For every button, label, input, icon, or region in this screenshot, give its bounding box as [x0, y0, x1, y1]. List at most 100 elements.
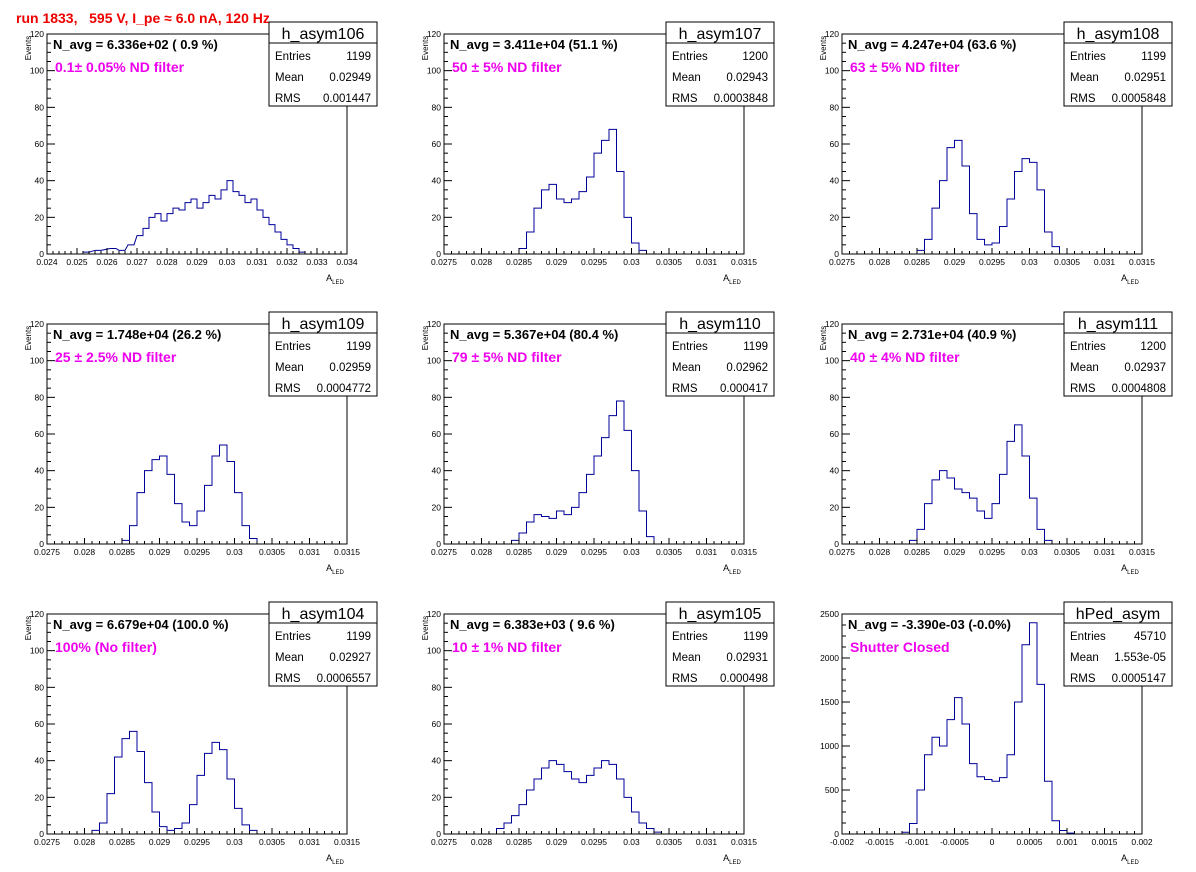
x-tick-label: 0.032 — [276, 257, 298, 267]
histogram-name: h_asym107 — [679, 26, 762, 43]
stats-label: Entries — [275, 51, 311, 63]
histogram-bin — [299, 252, 305, 254]
filter-note: 63 ± 5% ND filter — [850, 59, 960, 75]
x-tick-label: 0.031 — [1094, 547, 1116, 557]
y-tick-label: 20 — [35, 502, 45, 512]
histogram-bin — [947, 148, 955, 254]
x-tick-label: 0.0315 — [1129, 257, 1155, 267]
x-tick-label: 0.029 — [149, 837, 171, 847]
histogram-bin — [155, 214, 161, 254]
stats-value: 0.001447 — [323, 93, 371, 105]
x-tick-label: 0.03 — [1021, 257, 1038, 267]
histogram-bin — [239, 195, 245, 254]
x-axis-label-subscript: LED — [1127, 570, 1139, 576]
x-axis-label: ALED — [326, 563, 344, 576]
x-tick-label: 0.0285 — [109, 547, 135, 557]
y-axis-label: Events — [24, 616, 33, 640]
histogram-bin — [1007, 441, 1015, 544]
y-tick-label: 100 — [825, 66, 839, 76]
navg-text: N_avg = 2.731e+04 (40.9 %) — [848, 327, 1016, 342]
histogram-bin — [1045, 781, 1053, 834]
histogram-name: h_asym111 — [1078, 316, 1158, 333]
x-axis-label: ALED — [326, 853, 344, 866]
histogram-bin — [235, 493, 243, 544]
x-tick-label: 0.0285 — [506, 837, 532, 847]
histogram-bin — [1015, 425, 1023, 544]
y-tick-label: 0 — [834, 829, 839, 839]
histogram-bin — [940, 181, 948, 254]
stats-box — [268, 601, 378, 687]
y-tick-label: 0 — [834, 249, 839, 259]
stats-value: 0.0004808 — [1112, 383, 1166, 395]
stats-box — [1063, 601, 1173, 687]
stats-box — [665, 311, 775, 397]
y-tick-label: 60 — [35, 429, 45, 439]
x-tick-label: 0.0275 — [829, 547, 855, 557]
y-tick-label: 60 — [432, 139, 442, 149]
histogram-bin — [220, 750, 228, 834]
histogram-bin — [617, 401, 625, 544]
y-tick-label: 1000 — [820, 741, 839, 751]
histogram-bin — [191, 199, 197, 254]
histogram-panel: 0.0275 0.028 0.0285 0.029 0.0295 0.03 0.0305 0.… — [421, 601, 775, 866]
histogram-bin — [1030, 162, 1038, 254]
histogram-bin — [1007, 755, 1015, 834]
histogram-bin — [542, 190, 550, 254]
histogram-bin — [152, 812, 160, 834]
x-tick-label: 0.029 — [944, 547, 966, 557]
x-tick-label: 0.028 — [156, 257, 178, 267]
y-tick-label: 120 — [427, 319, 441, 329]
histogram-bin — [632, 812, 640, 834]
histogram-bin — [639, 823, 647, 834]
histogram-line — [496, 760, 662, 834]
histogram-bin — [940, 471, 948, 544]
stats-label: Entries — [1070, 341, 1106, 353]
x-tick-label: 0.0295 — [581, 837, 607, 847]
histogram-bin — [977, 777, 985, 834]
histogram-bin — [654, 832, 662, 834]
stats-label: Mean — [672, 72, 701, 84]
histogram-bin — [115, 757, 123, 834]
histogram-bin — [527, 232, 535, 254]
histogram-bin — [263, 217, 269, 254]
histogram-bin — [212, 742, 220, 834]
x-tick-label: 0.029 — [546, 257, 568, 267]
y-tick-label: 60 — [35, 719, 45, 729]
histogram-bin — [1052, 247, 1060, 254]
stats-value: 0.0003848 — [714, 93, 768, 105]
x-tick-label: 0.0305 — [1054, 547, 1080, 557]
x-tick-label: 0.03 — [623, 547, 640, 557]
y-tick-label: 100 — [427, 66, 441, 76]
histogram-bin — [947, 478, 955, 544]
histogram-bin — [594, 768, 602, 834]
histogram-bin — [587, 474, 595, 544]
x-tick-label: 0.028 — [74, 837, 96, 847]
histogram-name: h_asym108 — [1077, 26, 1160, 43]
histogram-bin — [1052, 821, 1060, 834]
histogram-bin — [205, 485, 213, 544]
y-tick-label: 40 — [35, 756, 45, 766]
histogram-bin — [992, 504, 1000, 544]
stats-value: 1200 — [742, 51, 768, 63]
histogram-bin — [970, 214, 978, 254]
x-axis-label-subscript: LED — [1127, 280, 1139, 286]
histogram-bin — [497, 829, 505, 835]
histogram-bin — [624, 430, 632, 544]
stats-label: Mean — [672, 652, 701, 664]
histogram-bin — [167, 474, 175, 544]
x-tick-label: 0.025 — [66, 257, 88, 267]
x-tick-label: 0.029 — [546, 547, 568, 557]
histogram-bin — [1000, 227, 1008, 255]
x-tick-label: 0.029 — [944, 257, 966, 267]
y-tick-label: 0 — [39, 539, 44, 549]
x-tick-label: 0.026 — [96, 257, 118, 267]
stats-value: 0.02937 — [1124, 362, 1166, 374]
histogram-bin — [137, 752, 145, 835]
x-tick-label: 0.0285 — [904, 257, 930, 267]
histogram-bin — [1037, 684, 1045, 834]
histogram-bin — [197, 775, 205, 834]
stats-label: Entries — [1070, 631, 1106, 643]
stats-value: 0.02959 — [329, 362, 371, 374]
stats-box — [665, 21, 775, 107]
x-tick-label: 0.0315 — [334, 837, 360, 847]
